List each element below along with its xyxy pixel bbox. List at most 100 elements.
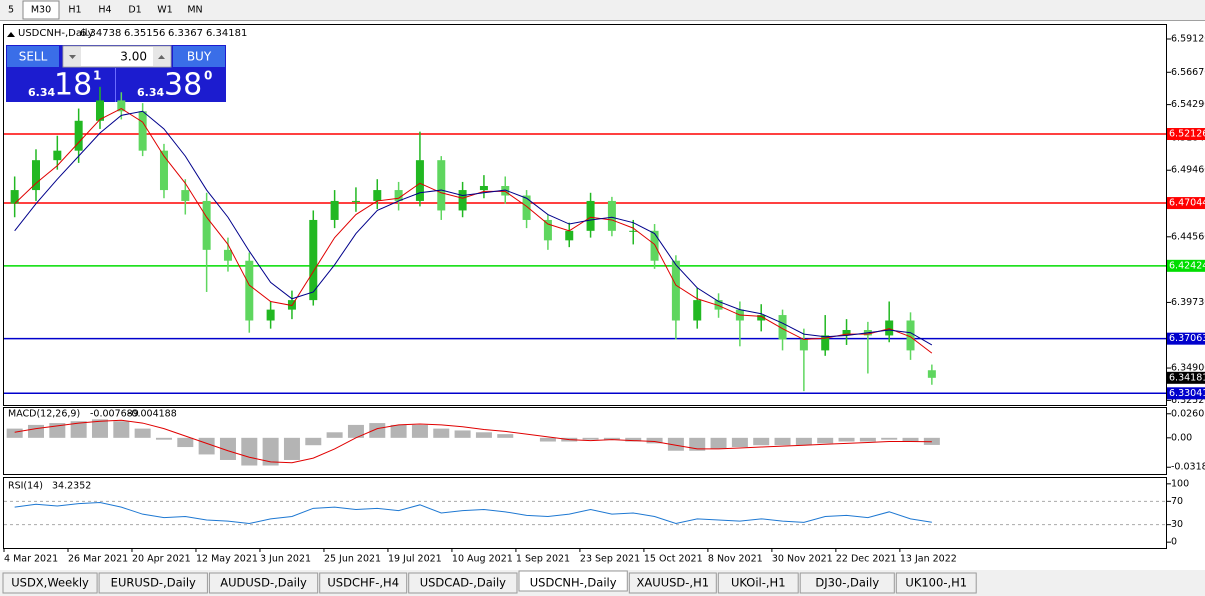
tab[interactable] xyxy=(717,572,799,594)
tab-label[interactable]: USDX,Weekly xyxy=(11,576,89,590)
macd-bar xyxy=(411,424,428,438)
symbol-label: USDCNH-,Daily xyxy=(18,28,94,39)
macd-bar xyxy=(219,437,236,460)
timeframe-button[interactable]: H4 xyxy=(98,5,111,16)
candle-body xyxy=(650,230,659,261)
tab-label[interactable]: UK100-,H1 xyxy=(905,576,967,590)
rsi-title: RSI(14) xyxy=(8,481,43,492)
price-level-tag xyxy=(1167,332,1205,345)
price-level-label: 6.42424 xyxy=(1169,260,1205,271)
x-tick-label: 20 Apr 2021 xyxy=(132,554,191,565)
candle-body xyxy=(714,300,723,310)
price-level-label: 6.47044 xyxy=(1169,198,1205,209)
ohlc-high: 6.35156 xyxy=(124,28,165,39)
tab-label[interactable]: XAUUSD-,H1 xyxy=(637,576,710,590)
tab-active[interactable] xyxy=(518,570,628,592)
buy-button[interactable] xyxy=(173,46,225,67)
sell-button[interactable] xyxy=(7,46,59,67)
macd-bar xyxy=(539,437,556,442)
current-price-label: 6.34181 xyxy=(1169,372,1205,383)
candle-body xyxy=(799,339,808,351)
macd-bar xyxy=(390,424,407,438)
x-tick-label: 15 Oct 2021 xyxy=(644,554,703,565)
lot-field[interactable] xyxy=(62,45,172,68)
macd-bar xyxy=(305,437,322,446)
timeframe-button[interactable]: 5 xyxy=(8,5,14,16)
x-tick-label: 1 Sep 2021 xyxy=(516,554,570,565)
price-level-label: 6.33041 xyxy=(1169,388,1205,399)
candle-body xyxy=(479,185,488,191)
candle-body xyxy=(842,330,851,336)
candle-body xyxy=(223,249,232,261)
y-tick-label: 0 xyxy=(1171,537,1177,548)
tab-label[interactable]: EURUSD-,Daily xyxy=(111,576,196,590)
sell-label[interactable]: SELL xyxy=(19,50,48,64)
macd-bar xyxy=(497,434,514,438)
macd-hist-value: -0.007689 xyxy=(90,409,139,420)
x-tick-label: 19 Jul 2021 xyxy=(388,554,442,565)
macd-bar xyxy=(155,437,172,440)
timeframe-button[interactable]: W1 xyxy=(157,5,172,16)
tab[interactable] xyxy=(2,572,98,594)
buy-price-big: 38 xyxy=(164,68,202,103)
tab[interactable] xyxy=(895,572,977,594)
lot-up-arrow xyxy=(158,55,165,59)
candle-body xyxy=(31,160,40,191)
macd-bar xyxy=(262,437,279,466)
collapse-icon[interactable] xyxy=(7,32,15,37)
candle-body xyxy=(927,370,936,378)
tab[interactable] xyxy=(628,572,717,594)
x-tick-label: 26 Mar 2021 xyxy=(68,554,128,565)
tab[interactable] xyxy=(408,572,518,594)
rsi-panel xyxy=(3,477,1167,549)
ohlc-low: 6.3367 xyxy=(168,28,203,39)
ohlc-close: 6.34181 xyxy=(206,28,247,39)
macd-bar xyxy=(710,437,727,449)
tab-label[interactable]: AUDUSD-,Daily xyxy=(220,576,307,590)
macd-bar xyxy=(731,437,748,448)
tab-label[interactable]: UKOil-,H1 xyxy=(731,576,786,590)
candle-body xyxy=(565,230,574,241)
tab-label[interactable]: DJ30-,Daily xyxy=(815,576,879,590)
macd-title: MACD(12,26,9) xyxy=(8,409,80,420)
candle-body xyxy=(309,219,318,301)
y-tick-label: 6.39730 xyxy=(1171,297,1205,308)
macd-bar xyxy=(838,437,855,442)
macd-bar xyxy=(347,424,364,438)
macd-bar xyxy=(753,437,770,446)
macd-bar xyxy=(881,437,898,440)
timeframe-button[interactable]: H1 xyxy=(68,5,81,16)
macd-bar xyxy=(603,437,620,440)
one-click-trading: SELL 3.00 BUY 6.34 18 1 6.34 38 0 xyxy=(6,45,226,103)
y-tick-label: 6.56670 xyxy=(1171,67,1205,78)
candle-body xyxy=(821,335,830,351)
macd-signal-value: -0.004188 xyxy=(128,409,177,420)
tab-label[interactable]: USDCNH-,Daily xyxy=(530,576,617,590)
current-price-tag xyxy=(1167,371,1205,384)
macd-bar xyxy=(795,437,812,446)
candle-body xyxy=(373,190,382,201)
tab[interactable] xyxy=(319,572,408,594)
sell-price-big: 18 xyxy=(54,68,92,103)
price-level-label: 6.52126 xyxy=(1169,129,1205,140)
macd-bar xyxy=(27,424,44,438)
timeframe-button[interactable]: M30 xyxy=(31,5,51,16)
lot-value[interactable]: 3.00 xyxy=(120,50,147,64)
tab[interactable] xyxy=(208,572,319,594)
tab-label[interactable]: USDCAD-,Daily xyxy=(420,576,506,590)
macd-bar xyxy=(667,437,684,451)
candle-body xyxy=(607,200,616,231)
buy-label[interactable]: BUY xyxy=(187,50,212,64)
candle-body xyxy=(543,219,552,241)
tab-label[interactable]: USDCHF-,H4 xyxy=(327,576,399,590)
candle-body xyxy=(202,200,211,250)
price-level-label: 6.37063 xyxy=(1169,333,1205,344)
macd-bar xyxy=(582,437,599,440)
timeframe-button[interactable]: MN xyxy=(187,5,202,16)
y-tick-label: -0.03187 xyxy=(1171,462,1205,473)
tab[interactable] xyxy=(98,572,208,594)
timeframe-button[interactable]: D1 xyxy=(128,5,141,16)
tab[interactable] xyxy=(799,572,895,594)
candle-body xyxy=(117,100,126,112)
